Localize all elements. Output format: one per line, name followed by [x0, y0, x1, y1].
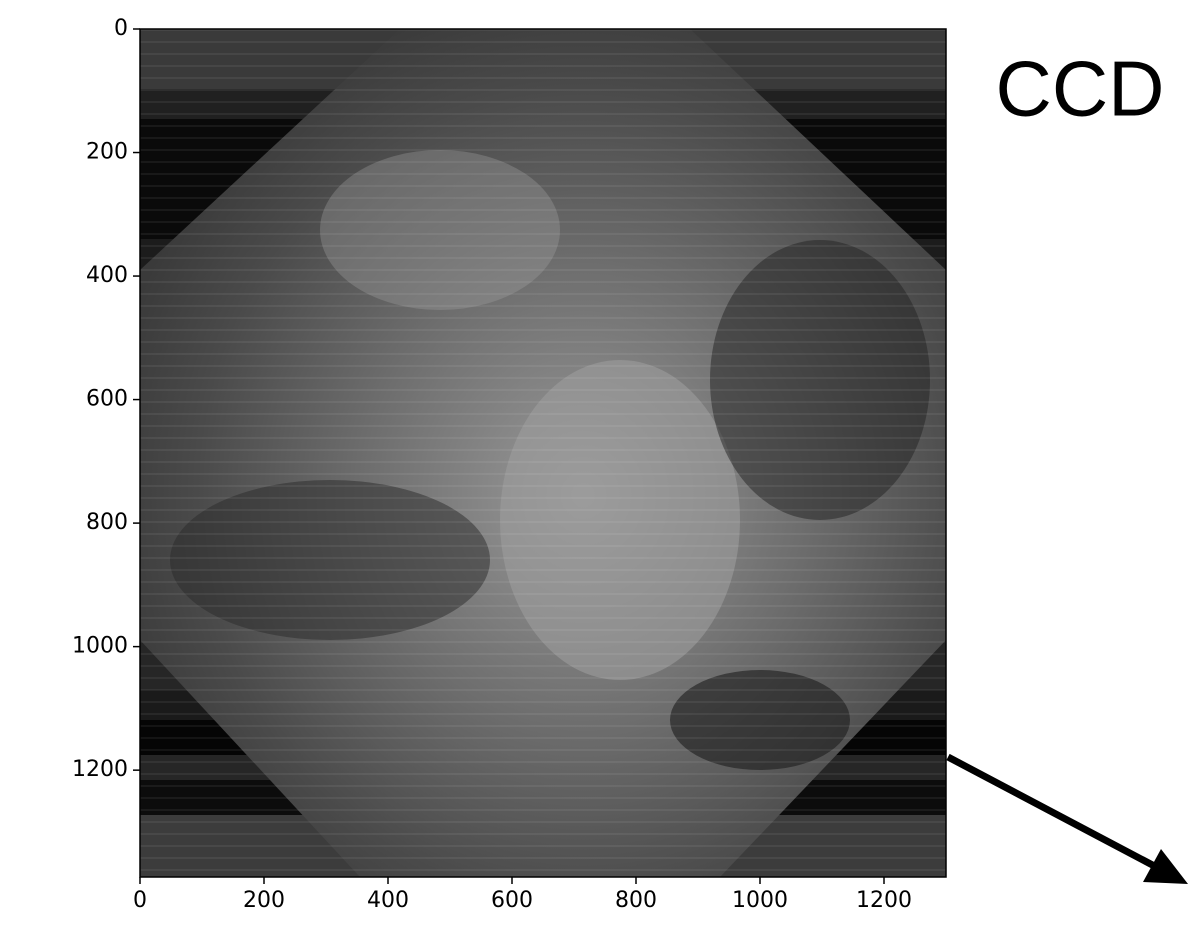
- annotation: CCD: [996, 45, 1165, 133]
- x-tick-label: 600: [491, 888, 533, 913]
- y-tick-label: 400: [86, 263, 128, 288]
- y-tick-label: 0: [114, 16, 128, 41]
- x-tick-label: 800: [615, 888, 657, 913]
- x-tick-label: 0: [133, 888, 147, 913]
- y-tick-label: 800: [86, 510, 128, 535]
- x-tick-label: 1200: [856, 888, 912, 913]
- x-tick-label: 200: [243, 888, 285, 913]
- y-tick-label: 600: [86, 387, 128, 412]
- plot-frame: [139, 28, 947, 878]
- arrow-head: [1143, 849, 1188, 884]
- y-tick-label: 1000: [72, 634, 128, 659]
- y-tick-label: 200: [86, 140, 128, 165]
- y-tick-label: 1200: [72, 757, 128, 782]
- satellite-image: [140, 29, 946, 877]
- x-tick-label: 1000: [732, 888, 788, 913]
- x-tick-label: 400: [367, 888, 409, 913]
- arrow-shaft: [946, 753, 1162, 873]
